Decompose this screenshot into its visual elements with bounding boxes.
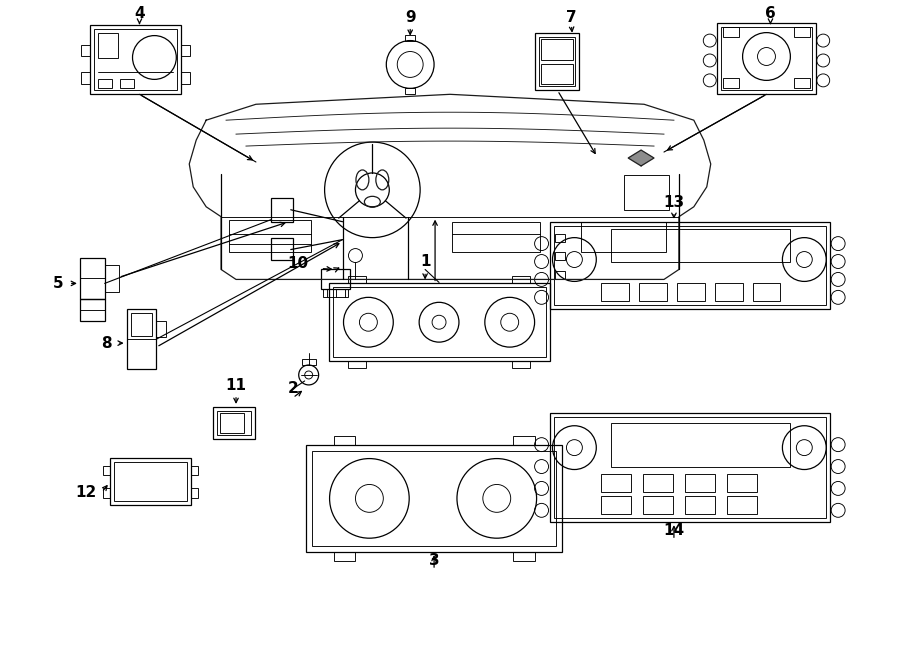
Text: 14: 14 (663, 524, 685, 538)
Bar (611, 229, 790, 262)
Bar (103, 465, 110, 475)
Text: 4: 4 (134, 6, 145, 20)
Text: 10: 10 (288, 256, 309, 271)
Bar (320, 270, 350, 290)
Bar (581, 221, 666, 252)
Text: 9: 9 (405, 10, 416, 24)
Bar (538, 36, 575, 87)
Bar (181, 73, 190, 85)
Bar (715, 284, 742, 301)
Bar (271, 198, 292, 221)
Bar (348, 276, 366, 284)
Text: 1: 1 (420, 254, 430, 270)
Bar (512, 276, 529, 284)
Bar (405, 89, 415, 95)
Text: 6: 6 (765, 6, 776, 20)
Bar (541, 65, 573, 85)
Text: 3: 3 (428, 553, 439, 568)
Bar (554, 417, 826, 518)
Bar (348, 361, 366, 368)
Bar (554, 225, 826, 305)
Bar (306, 445, 562, 552)
Bar (677, 284, 705, 301)
Bar (90, 24, 181, 95)
Bar (113, 461, 187, 501)
Bar (685, 475, 715, 492)
Bar (334, 436, 356, 445)
Bar (311, 451, 556, 546)
Bar (127, 309, 157, 369)
Bar (157, 321, 166, 337)
Bar (103, 488, 110, 498)
Bar (81, 44, 90, 56)
Bar (333, 288, 545, 357)
Bar (726, 475, 757, 492)
Bar (271, 238, 292, 260)
Bar (611, 423, 790, 467)
Bar (110, 457, 191, 506)
Bar (130, 313, 152, 336)
Bar (80, 299, 104, 321)
Bar (723, 26, 739, 36)
Bar (191, 465, 198, 475)
Bar (98, 79, 112, 89)
Bar (98, 32, 118, 58)
Bar (795, 79, 810, 89)
Bar (550, 221, 830, 309)
Bar (721, 26, 813, 91)
Bar (217, 410, 251, 435)
Bar (405, 34, 415, 40)
Bar (181, 44, 190, 56)
Bar (334, 552, 356, 561)
Bar (644, 475, 673, 492)
Bar (81, 73, 90, 85)
Polygon shape (628, 150, 654, 166)
Bar (601, 475, 631, 492)
Bar (513, 552, 535, 561)
Bar (191, 488, 198, 498)
Bar (723, 79, 739, 89)
Bar (541, 38, 573, 60)
Bar (752, 284, 780, 301)
Bar (230, 219, 310, 252)
Text: 2: 2 (287, 381, 298, 396)
Bar (555, 252, 565, 260)
Bar (644, 496, 673, 514)
Bar (120, 79, 133, 89)
Bar (639, 284, 667, 301)
Bar (625, 175, 669, 210)
Bar (601, 284, 629, 301)
Bar (213, 407, 255, 439)
Bar (322, 290, 348, 297)
Text: 12: 12 (76, 485, 96, 500)
Bar (302, 359, 316, 365)
Bar (94, 28, 177, 91)
Bar (716, 22, 816, 95)
Bar (328, 284, 550, 361)
Bar (555, 272, 565, 280)
Bar (220, 412, 244, 433)
Bar (550, 412, 830, 522)
Bar (535, 32, 580, 91)
Text: 8: 8 (101, 336, 112, 350)
Bar (601, 496, 631, 514)
Bar (452, 221, 540, 252)
Bar (795, 26, 810, 36)
Text: 13: 13 (663, 195, 685, 210)
Text: 11: 11 (226, 378, 247, 393)
Text: 5: 5 (53, 276, 64, 291)
Bar (104, 264, 119, 292)
Text: 7: 7 (566, 10, 577, 24)
Bar (80, 258, 104, 299)
Bar (512, 361, 529, 368)
Bar (726, 496, 757, 514)
Bar (685, 496, 715, 514)
Bar (513, 436, 535, 445)
Bar (555, 233, 565, 242)
